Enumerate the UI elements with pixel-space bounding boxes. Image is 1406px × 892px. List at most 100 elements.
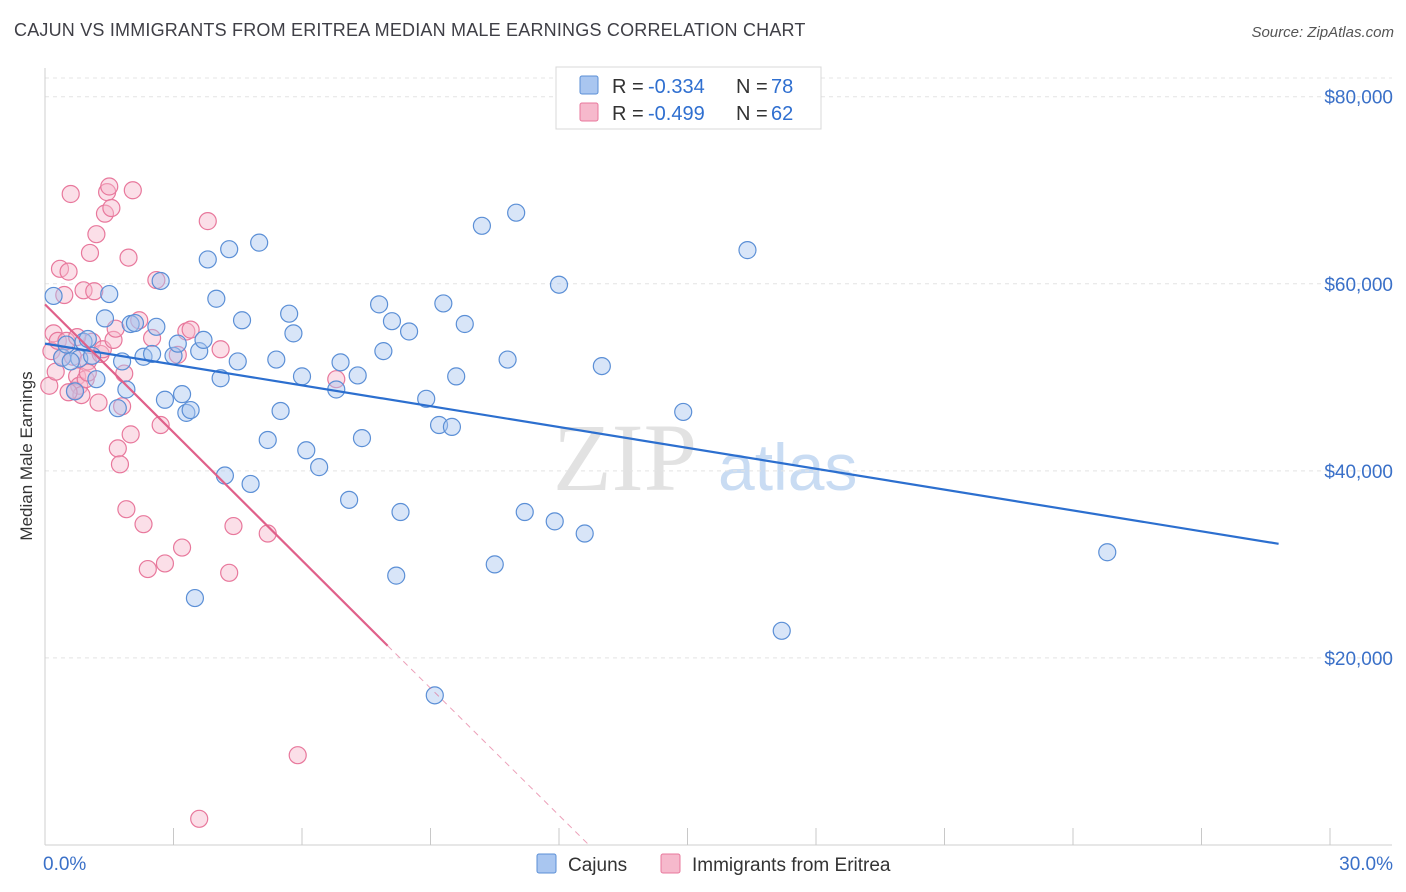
cajuns-point [284,324,303,343]
eritrea-point [211,340,230,359]
cajuns-point [271,401,290,421]
cajuns-point [382,312,402,331]
cajuns-point [168,334,187,353]
eritrea-point [108,439,127,458]
cajuns-point [147,317,166,336]
legend-r-label-eritrea: R = [612,103,644,125]
eritrea-point [134,515,153,534]
legend-r-label-cajuns: R = [612,76,644,98]
eritrea-point [76,370,95,389]
cajuns-point [352,429,372,448]
y-axis-label: Median Male Earnings [17,371,36,540]
cajuns-point [442,417,462,436]
series-eritrea-points [40,177,346,828]
cajuns-point [232,311,252,330]
eritrea-point [87,225,106,244]
trend-line-eritrea-extension [387,645,590,846]
legend-swatch-cajuns [579,75,599,95]
bottom-legend-label-cajuns: Cajuns [568,855,627,876]
cajuns-point [125,313,145,333]
cajuns-point [447,367,466,386]
eritrea-point [85,282,104,301]
eritrea-point [104,330,123,350]
cajuns-point [78,329,97,349]
cajuns-point [172,385,192,404]
cajuns-point [267,350,286,369]
cajuns-point [545,512,564,531]
chart-title: CAJUN VS IMMIGRANTS FROM ERITREA MEDIAN … [14,20,806,40]
cajuns-point [575,524,594,543]
eritrea-point [117,500,136,519]
trend-line-eritrea [44,303,389,647]
cajuns-point [108,399,127,418]
cajuns-point [592,356,611,376]
y-tick-label: $80,000 [1324,88,1393,109]
cajuns-point [515,502,534,522]
cajuns-point [220,240,239,259]
cajuns-point [95,309,115,328]
cajuns-point [57,335,76,354]
cajuns-point [198,250,217,269]
trend-lines [44,303,1279,846]
cajuns-point [425,686,444,705]
cajuns-point [507,203,526,222]
eritrea-point [142,328,162,348]
eritrea-point [327,370,346,389]
legend-n-value-cajuns: 78 [771,76,793,98]
cajuns-point [228,352,247,371]
eritrea-point [190,809,209,828]
cajuns-point [185,588,205,608]
y-tick-label: $60,000 [1324,275,1393,296]
cajuns-point [241,474,260,494]
cajuns-point [485,555,504,574]
eritrea-point [100,177,119,196]
eritrea-point [110,455,130,474]
legend-n-value-eritrea: 62 [771,103,793,125]
eritrea-point [59,262,78,281]
cajuns-point [434,294,453,313]
cajuns-point [738,241,757,260]
cajuns-point [211,369,230,388]
cajuns-point [674,402,693,422]
eritrea-point [155,554,175,573]
cajuns-point [190,342,209,361]
cajuns-point [399,322,419,341]
cajuns-point [280,304,299,323]
cajuns-point [417,389,436,408]
eritrea-point [121,425,140,444]
watermark-atlas: atlas [718,430,857,504]
cajuns-point [340,490,359,509]
cajuns-point [772,621,791,640]
cajuns-point [194,330,213,350]
eritrea-point [80,243,100,263]
eritrea-point [151,415,170,435]
eritrea-point [224,516,243,536]
axes: $20,000 $40,000 $60,000 $80,000 0.0% 30.0% [43,68,1393,875]
cajuns-point [87,370,106,389]
eritrea-point [288,746,307,765]
watermark-zip: ZIP [553,404,697,511]
eritrea-point [42,342,61,361]
cajuns-point [391,502,410,522]
cajuns-point [44,286,63,306]
cajuns-point [1098,543,1117,562]
cajuns-point [250,233,269,252]
cajuns-point [370,295,389,314]
cajuns-point [387,566,406,585]
eritrea-point [220,563,239,582]
legend-r-value-cajuns: -0.334 [648,76,705,98]
cajuns-point [181,400,200,420]
cajuns-point [374,342,393,361]
y-tick-label: $20,000 [1324,649,1393,670]
cajuns-point [215,466,234,485]
cajuns-point [142,344,162,364]
legend-n-label-cajuns: N = [736,76,768,98]
eritrea-point [123,181,142,200]
eritrea-point [89,393,108,412]
cajuns-point [151,271,170,291]
y-tick-label: $40,000 [1324,462,1393,483]
cajuns-point [472,216,491,235]
eritrea-point [61,184,80,204]
cajuns-point [207,289,226,308]
